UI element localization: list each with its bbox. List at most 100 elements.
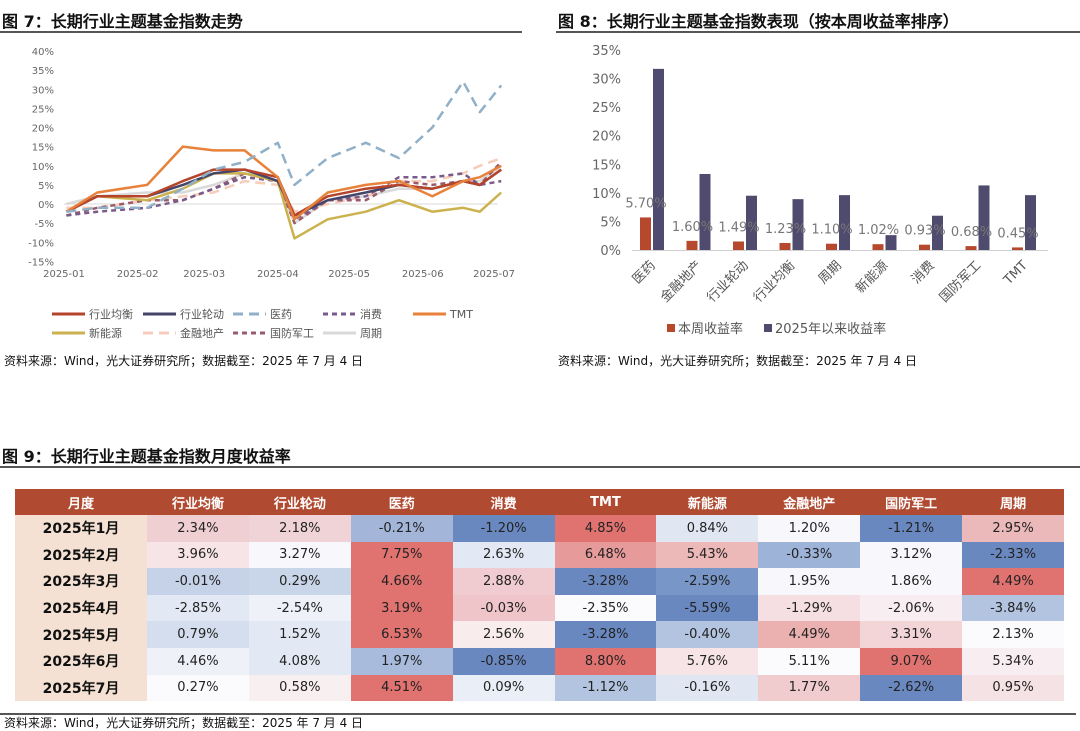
month-cell: 2025年6月 — [15, 647, 147, 675]
y-tick-label: -10% — [28, 238, 54, 249]
x-category-label: 行业均衡 — [751, 258, 798, 305]
fig9-source: 资料来源：Wind，光大证券研究所；数据截至：2025 年 7 月 4 日 — [4, 716, 364, 730]
return-cell: 0.84% — [656, 515, 759, 542]
return-cell: 1.52% — [248, 621, 351, 648]
month-cell: 2025年1月 — [15, 515, 147, 542]
series-line-TMT — [65, 145, 502, 221]
y-tick-label: 30% — [592, 73, 621, 88]
return-cell: 1.77% — [758, 674, 861, 702]
y-tick-label: 15% — [592, 158, 621, 173]
y-tick-label: 5% — [600, 215, 621, 230]
data-label: 1.49% — [718, 220, 759, 235]
series-line-医药 — [66, 80, 503, 213]
return-cell: -3.28% — [554, 568, 657, 595]
return-cell: -1.29% — [758, 594, 861, 622]
y-tick-label: 0% — [38, 200, 54, 211]
return-cell: -2.54% — [248, 594, 351, 622]
column-header: 新能源 — [656, 489, 759, 515]
x-tick-label: 2025-04 — [257, 269, 299, 280]
return-cell: -0.16% — [656, 674, 759, 702]
bar-ytd — [1025, 195, 1036, 250]
column-header: 月度 — [15, 489, 147, 515]
y-tick-label: 40% — [32, 47, 54, 58]
bar-ytd — [699, 174, 711, 250]
return-cell: 1.86% — [860, 568, 963, 595]
bar-chart: 35% 30% 25% 20% 15% 10% 5% 0% 5.70% 医药 1.60% 金融地产 1.… — [592, 44, 1048, 337]
column-header: 金融地产 — [758, 489, 861, 515]
y-tick-label: 15% — [32, 143, 54, 154]
return-cell: -1.12% — [554, 674, 657, 702]
bar-ytd — [792, 199, 804, 250]
return-cell: 5.76% — [656, 647, 759, 675]
bar-ytd — [839, 195, 850, 250]
column-header: 行业轮动 — [248, 489, 351, 515]
legend-label: 周期 — [360, 327, 382, 340]
return-cell: 3.12% — [860, 541, 963, 569]
return-cell: -5.59% — [656, 594, 759, 622]
column-header: 医药 — [350, 489, 453, 515]
return-cell: -2.33% — [962, 541, 1065, 569]
return-cell: -0.33% — [758, 541, 861, 569]
x-tick-label: 2025-07 — [473, 269, 515, 280]
x-category-label: 金融地产 — [657, 258, 705, 306]
y-tick-label: 20% — [592, 130, 621, 145]
series-line-行业均衡 — [65, 168, 502, 217]
x-tick-label: 2025-02 — [117, 269, 159, 280]
return-cell: 5.34% — [962, 647, 1065, 675]
fig7-rule — [0, 31, 522, 33]
return-cell: -2.85% — [147, 594, 249, 622]
y-tick-label: 25% — [592, 101, 621, 116]
return-cell: 4.66% — [350, 568, 453, 595]
data-label: 1.02% — [858, 223, 899, 238]
return-cell: 2.13% — [962, 621, 1065, 648]
return-cell: 6.53% — [350, 621, 453, 648]
month-cell: 2025年3月 — [15, 568, 147, 595]
series-line-金融地产 — [66, 156, 502, 213]
month-cell: 2025年5月 — [15, 621, 147, 648]
table-row: 2025年7月 0.27% 0.58% 4.51% 0.09% -1.12% -0.16% 1… — [15, 674, 1065, 702]
return-cell: -2.62% — [860, 674, 963, 702]
return-cell: -1.21% — [860, 515, 963, 542]
fig7-source: 资料来源：Wind，光大证券研究所；数据截至：2025 年 7 月 4 日 — [4, 354, 364, 368]
legend-label: 金融地产 — [180, 326, 224, 340]
x-category-label: 国防军工 — [936, 258, 984, 306]
return-cell: 0.95% — [962, 674, 1065, 702]
table-bottom-rule — [0, 713, 1076, 715]
bar-weekly — [919, 244, 930, 250]
return-cell: 8.80% — [554, 647, 657, 675]
fig8-source: 资料来源：Wind，光大证券研究所；数据截至：2025 年 7 月 4 日 — [558, 354, 918, 368]
return-cell: -3.84% — [962, 594, 1065, 622]
return-cell: 7.75% — [350, 541, 453, 569]
data-label: 5.70% — [625, 196, 666, 211]
return-cell: 0.58% — [248, 674, 351, 702]
legend-label: 消费 — [360, 307, 382, 321]
x-category-label: 行业轮动 — [704, 258, 751, 305]
return-cell: -1.20% — [452, 515, 555, 542]
bar-ytd — [746, 195, 757, 250]
y-tick-label: 25% — [32, 104, 54, 115]
y-tick-label: 5% — [38, 181, 54, 192]
return-cell: 0.27% — [147, 674, 249, 702]
return-cell: 3.31% — [860, 621, 963, 648]
return-cell: 4.46% — [147, 647, 249, 675]
bar-weekly — [1012, 247, 1023, 250]
y-tick-label: 35% — [592, 44, 621, 59]
bar-weekly — [826, 243, 837, 250]
bar-weekly — [733, 241, 744, 250]
return-cell: 2.56% — [452, 621, 555, 648]
bar-weekly — [779, 242, 791, 250]
x-category-label: 消费 — [909, 258, 938, 287]
bar-weekly — [640, 217, 651, 250]
x-tick-label: 2025-06 — [402, 269, 444, 280]
table-row: 2025年4月 -2.85% -2.54% 3.19% -0.03% -2.35% -5.5… — [15, 594, 1065, 622]
month-cell: 2025年4月 — [15, 594, 147, 622]
y-tick-label: 10% — [592, 187, 621, 202]
return-cell: 5.43% — [656, 541, 759, 569]
return-cell: 2.18% — [248, 515, 351, 542]
x-category-label: 新能源 — [852, 258, 891, 297]
data-label: 1.10% — [811, 223, 852, 238]
bar-ytd — [885, 235, 897, 250]
x-tick-label: 2025-03 — [183, 269, 225, 280]
column-header: 消费 — [452, 489, 555, 515]
legend-label: 行业轮动 — [180, 307, 224, 321]
